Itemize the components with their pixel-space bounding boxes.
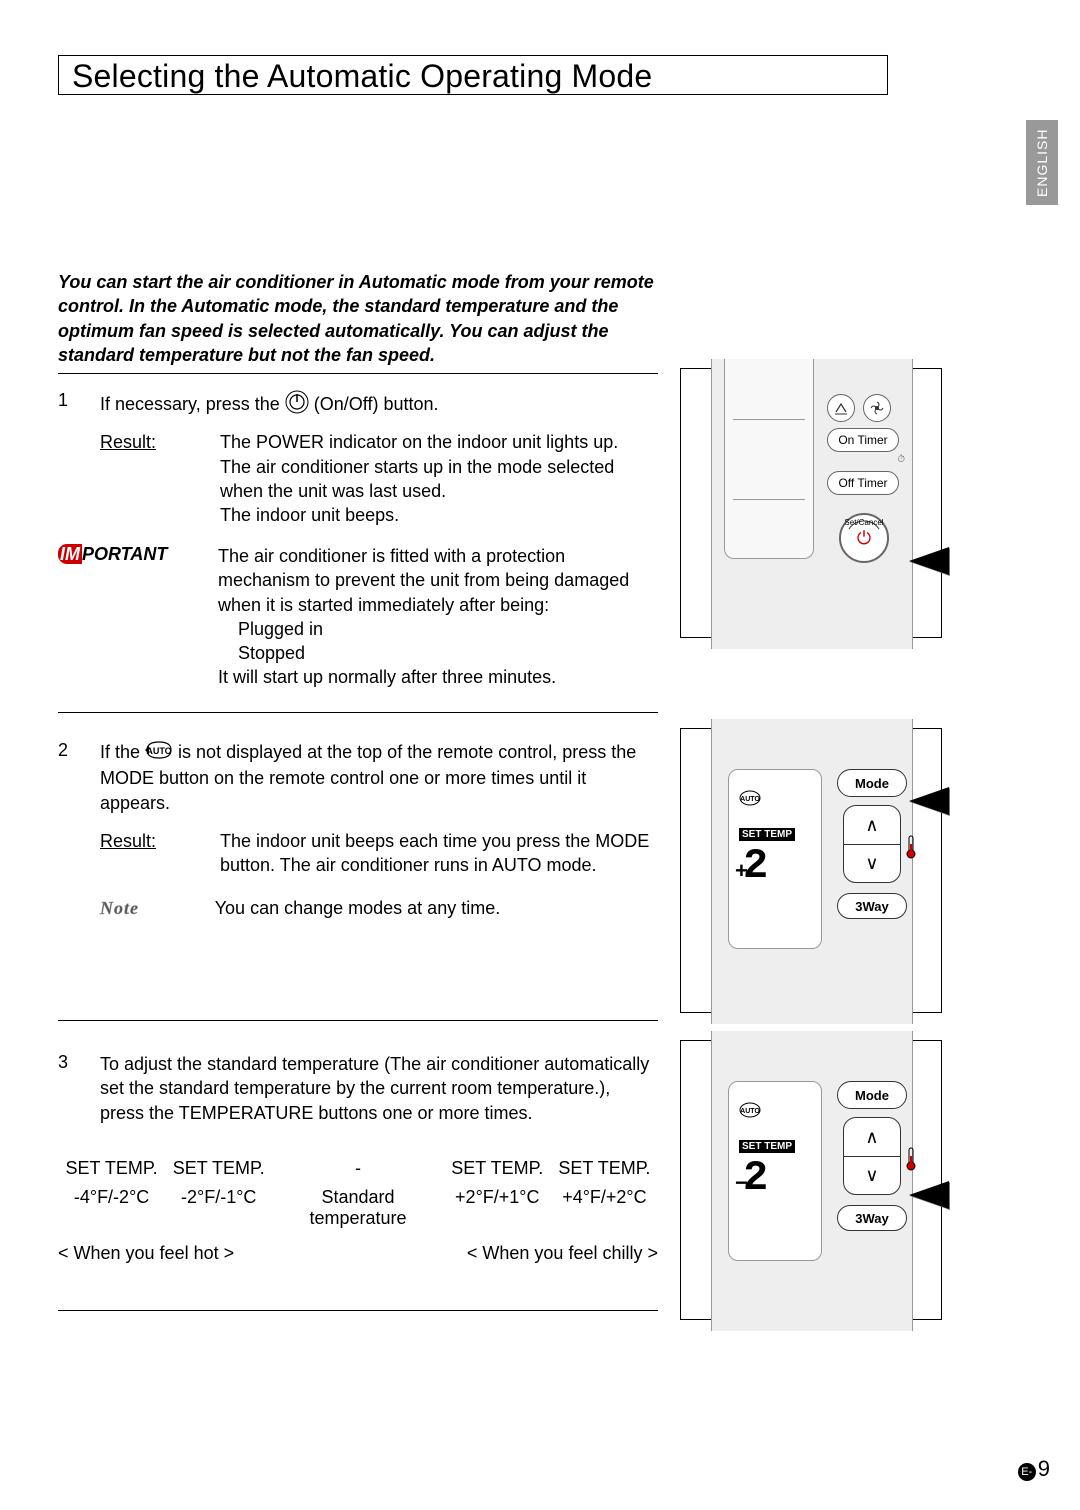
temp-value: Standard temperature bbox=[272, 1187, 443, 1229]
page-prefix: E- bbox=[1018, 1463, 1036, 1481]
divider bbox=[58, 712, 658, 713]
temp-header: SET TEMP. bbox=[58, 1158, 165, 1179]
page-num-value: 9 bbox=[1038, 1456, 1050, 1481]
important-bullet-2: Stopped bbox=[238, 641, 658, 665]
step2-result: The indoor unit beeps each time you pres… bbox=[220, 829, 650, 878]
pointer-arrow bbox=[909, 787, 949, 815]
swing-icon bbox=[827, 394, 855, 422]
temp-header: - bbox=[272, 1158, 443, 1179]
result-label: Result: bbox=[100, 430, 215, 454]
step-1: 1 If necessary, press the (On/Off) butto… bbox=[58, 390, 658, 527]
set-cancel-button: Set/Cancel Set/Cancel ⏻ bbox=[839, 513, 889, 563]
page-title: Selecting the Automatic Operating Mode bbox=[72, 58, 652, 95]
auto-icon: AUTO bbox=[739, 790, 761, 811]
temp-header: SET TEMP. bbox=[444, 1158, 551, 1179]
off-timer-button: Off Timer bbox=[827, 471, 899, 495]
note-label: Note bbox=[100, 896, 210, 920]
thermometer-icon bbox=[904, 1146, 918, 1178]
page-number: E-9 bbox=[1018, 1456, 1050, 1482]
remote-display: AUTO SET TEMP − 2 bbox=[728, 1081, 822, 1261]
remote-illustration-2: AUTO SET TEMP + 2 Mode ∧ ∨ 3Way bbox=[680, 728, 942, 1013]
temp-value: +4°F/+2°C bbox=[551, 1187, 658, 1229]
remote-body: On Timer ⏱ Off Timer Set/Cancel Set/Canc… bbox=[711, 359, 913, 649]
feel-chilly: < When you feel chilly > bbox=[467, 1243, 658, 1264]
step1-result: The POWER indicator on the indoor unit l… bbox=[220, 430, 650, 527]
temp-value: -2°F/-1°C bbox=[165, 1187, 272, 1229]
remote-display: AUTO SET TEMP + 2 bbox=[728, 769, 822, 949]
step-number: 3 bbox=[58, 1052, 68, 1073]
remote-body: AUTO SET TEMP − 2 Mode ∧ ∨ 3Way bbox=[711, 1031, 913, 1331]
auto-icon: AUTO bbox=[739, 1102, 761, 1123]
arrow-up-icon: ∧ bbox=[865, 815, 878, 836]
remote-illustration-1: On Timer ⏱ Off Timer Set/Cancel Set/Canc… bbox=[680, 368, 942, 638]
feel-hot: < When you feel hot > bbox=[58, 1243, 234, 1264]
important-outro: It will start up normally after three mi… bbox=[218, 667, 556, 687]
arrow-down-icon: ∨ bbox=[865, 853, 878, 874]
set-temp-label: SET TEMP bbox=[739, 1140, 795, 1153]
auto-icon: AUTO bbox=[145, 740, 173, 766]
pointer-arrow bbox=[909, 547, 949, 575]
on-timer-button: On Timer bbox=[827, 428, 899, 452]
language-tab: ENGLISH bbox=[1026, 120, 1058, 205]
step2-text-before: If the bbox=[100, 742, 145, 762]
important-portant: PORTANT bbox=[82, 544, 167, 564]
step1-text-after: (On/Off) button. bbox=[314, 394, 439, 414]
divider bbox=[58, 1020, 658, 1021]
important-bullet-1: Plugged in bbox=[238, 617, 658, 641]
note-text: You can change modes at any time. bbox=[215, 898, 501, 918]
step3-text: To adjust the standard temperature (The … bbox=[100, 1054, 649, 1123]
important-intro: The air conditioner is fitted with a pro… bbox=[218, 546, 629, 615]
arrow-down-icon: ∨ bbox=[865, 1165, 878, 1186]
temp-arrows: ∧ ∨ bbox=[843, 805, 901, 883]
step2-text-after: is not displayed at the top of the remot… bbox=[100, 742, 636, 813]
step1-text-before: If necessary, press the bbox=[100, 394, 285, 414]
svg-text:AUTO: AUTO bbox=[740, 796, 760, 803]
temp-header: SET TEMP. bbox=[165, 1158, 272, 1179]
step-2: 2 If the AUTO is not displayed at the to… bbox=[58, 740, 658, 920]
fan-icon bbox=[863, 394, 891, 422]
mode-button: Mode bbox=[837, 769, 907, 797]
temp-value: -4°F/-2°C bbox=[58, 1187, 165, 1229]
set-cancel-label: Set/Cancel bbox=[844, 518, 883, 527]
temp-value: +2°F/+1°C bbox=[444, 1187, 551, 1229]
mode-button: Mode bbox=[837, 1081, 907, 1109]
step-number: 1 bbox=[58, 390, 68, 411]
thermometer-icon bbox=[904, 834, 918, 866]
remote-display bbox=[724, 359, 814, 559]
temp-digit: 2 bbox=[743, 1154, 764, 1202]
set-temp-label: SET TEMP bbox=[739, 828, 795, 841]
power-icon bbox=[285, 390, 309, 420]
clock-icon: ⏱ bbox=[827, 454, 905, 465]
temp-arrows: ∧ ∨ bbox=[843, 1117, 901, 1195]
remote-illustration-3: AUTO SET TEMP − 2 Mode ∧ ∨ 3Way bbox=[680, 1040, 942, 1320]
pointer-arrow bbox=[909, 1181, 949, 1209]
svg-text:Set/Cancel: Set/Cancel bbox=[839, 513, 874, 515]
temperature-table: SET TEMP. SET TEMP. - SET TEMP. SET TEMP… bbox=[58, 1158, 658, 1264]
step-number: 2 bbox=[58, 740, 68, 761]
threeway-button: 3Way bbox=[837, 893, 907, 919]
remote-body: AUTO SET TEMP + 2 Mode ∧ ∨ 3Way bbox=[711, 719, 913, 1024]
temp-digit: 2 bbox=[743, 842, 764, 890]
threeway-button: 3Way bbox=[837, 1205, 907, 1231]
arrow-up-icon: ∧ bbox=[865, 1127, 878, 1148]
svg-text:AUTO: AUTO bbox=[740, 1108, 760, 1115]
intro-text: You can start the air conditioner in Aut… bbox=[58, 270, 658, 367]
important-label: IMPORTANT bbox=[58, 544, 167, 565]
important-note: IMPORTANT The air conditioner is fitted … bbox=[58, 544, 658, 690]
divider bbox=[58, 1310, 658, 1311]
svg-text:AUTO: AUTO bbox=[146, 746, 171, 756]
divider bbox=[58, 373, 658, 374]
temp-header: SET TEMP. bbox=[551, 1158, 658, 1179]
important-im: IM bbox=[58, 544, 82, 564]
step-3: 3 To adjust the standard temperature (Th… bbox=[58, 1052, 658, 1125]
result-label: Result: bbox=[100, 829, 215, 853]
